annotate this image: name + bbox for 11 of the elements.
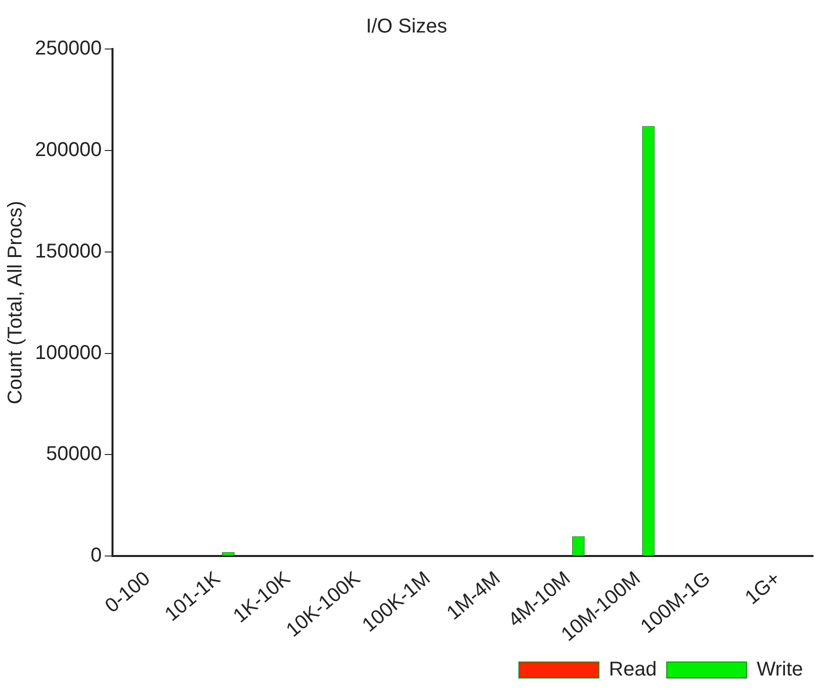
y-axis-title: Count (Total, All Procs) [4,200,27,404]
y-tick-label: 200000 [34,138,102,161]
y-tick-label: 50000 [46,443,102,466]
x-tick-label: 1G+ [741,568,785,610]
y-tick-label: 100000 [34,342,102,364]
y-tick-label: 0 [90,544,102,567]
chart-title: I/O Sizes [366,16,448,38]
legend-label: Write [756,658,804,681]
legend-label: Read [608,658,657,681]
y-tick-label: 150000 [34,240,102,262]
y-tick-label: 250000 [34,38,102,60]
